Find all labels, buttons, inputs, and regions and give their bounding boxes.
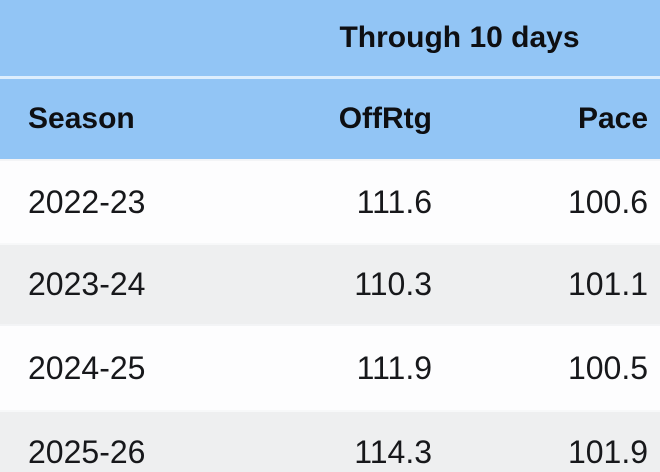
column-header-row: Season OffRtg Pace <box>0 77 660 160</box>
season-cell: 2023-24 <box>0 243 220 325</box>
corner-spacer-cell <box>0 0 220 79</box>
table-title-row: Through 10 days <box>0 0 660 79</box>
pace-cell: 101.1 <box>444 243 660 325</box>
table-row-2024-25: 2024-25 111.9 100.5 <box>0 324 660 411</box>
table-row-2022-23: 2022-23 111.6 100.6 <box>0 159 660 244</box>
column-header-pace: Pace <box>444 77 660 160</box>
pace-cell: 101.9 <box>444 410 660 472</box>
offrtg-cell: 114.3 <box>220 410 444 472</box>
table-row-2023-24: 2023-24 110.3 101.1 <box>0 243 660 325</box>
table-span-header: Through 10 days <box>220 0 660 79</box>
pace-cell: 100.6 <box>444 159 660 244</box>
offrtg-cell: 111.6 <box>220 159 444 244</box>
table-row-2025-26: 2025-26 114.3 101.9 <box>0 410 660 472</box>
column-header-offrtg: OffRtg <box>220 77 444 160</box>
season-cell: 2024-25 <box>0 324 220 411</box>
pace-cell: 100.5 <box>444 324 660 411</box>
offrtg-cell: 111.9 <box>220 324 444 411</box>
column-header-season: Season <box>0 77 220 160</box>
season-cell: 2025-26 <box>0 410 220 472</box>
season-cell: 2022-23 <box>0 159 220 244</box>
offrtg-cell: 110.3 <box>220 243 444 325</box>
